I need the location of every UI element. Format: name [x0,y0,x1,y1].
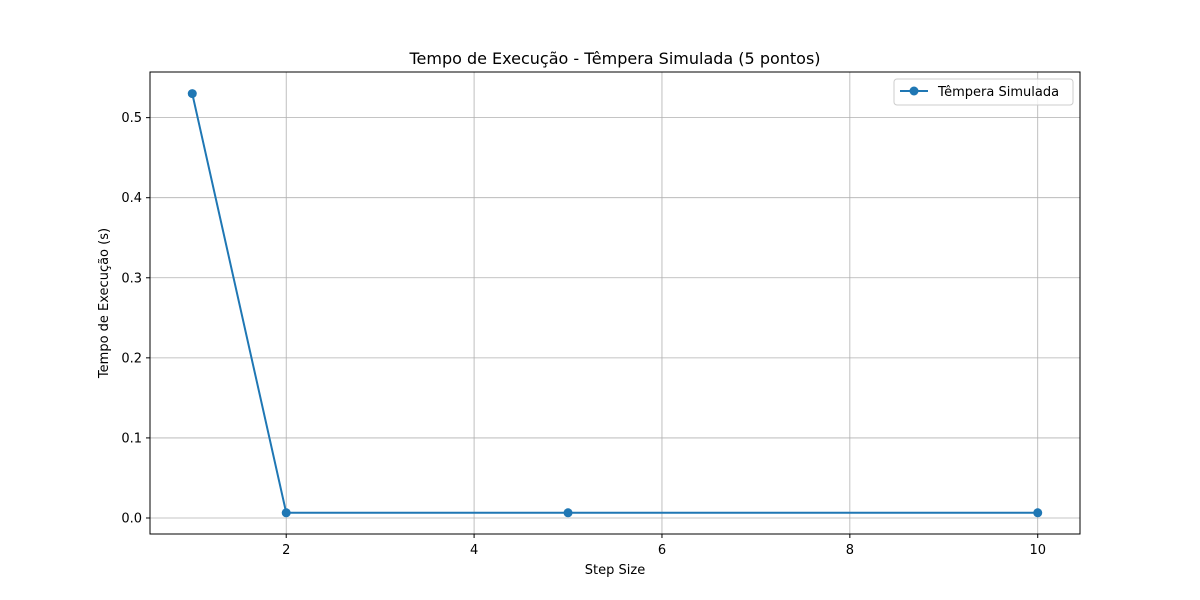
y-tick-label: 0.0 [121,511,142,526]
y-tick-label: 0.2 [121,351,142,366]
legend: Têmpera Simulada [893,78,1074,106]
axes-frame [149,71,1081,535]
chart-title: Tempo de Execução - Têmpera Simulada (5 … [408,49,820,68]
x-axis-label: Step Size [585,563,645,578]
x-tick-label: 4 [470,543,478,558]
data-point [563,508,573,518]
y-tick-label: 0.3 [121,271,142,286]
x-tick-label: 6 [658,543,666,558]
series-line [191,93,1038,514]
data-point [281,508,291,518]
x-axis-ticks: 2 4 6 8 10 [282,534,1046,558]
grid-lines [150,72,1080,534]
y-tick-label: 0.5 [121,111,142,126]
y-tick-label: 0.4 [121,191,142,206]
legend-box [893,78,1074,106]
x-tick-label: 10 [1029,543,1046,558]
x-tick-label: 8 [846,543,854,558]
x-tick-label: 2 [282,543,290,558]
legend-marker-swatch [909,86,919,96]
y-tick-label: 0.1 [121,431,142,446]
y-axis-label: Tempo de Execução (s) [97,228,112,379]
data-point [187,89,197,99]
data-point [1033,508,1043,518]
plot-area [187,89,1043,518]
legend-label: Têmpera Simulada [937,85,1059,100]
y-axis-ticks: 0.0 0.1 0.2 0.3 0.4 0.5 [121,111,150,526]
